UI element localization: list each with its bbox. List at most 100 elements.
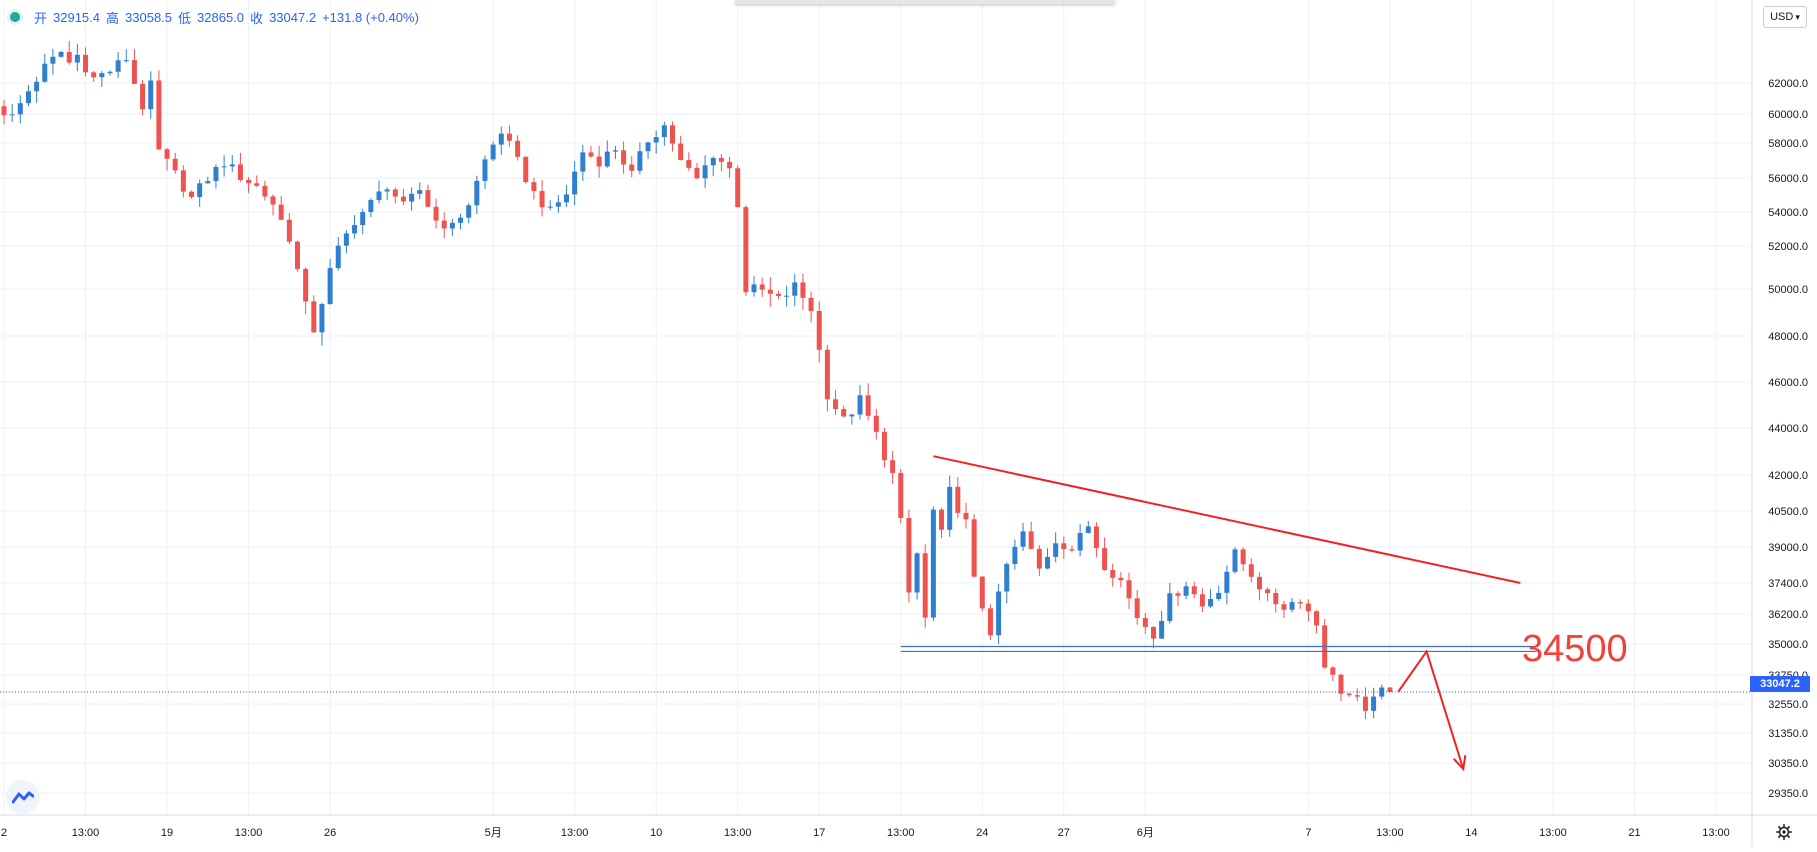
gear-icon[interactable] [1772, 820, 1796, 844]
popup-edge [735, 0, 1115, 4]
candle-body [1102, 548, 1108, 571]
candle-body [1305, 603, 1311, 612]
candle-body [792, 282, 798, 296]
time-tick-label: 19 [161, 827, 173, 839]
candle-body [278, 204, 284, 220]
time-tick-label: 13:00 [561, 827, 589, 839]
time-tick-label: 13:00 [1539, 827, 1567, 839]
candle-body [164, 149, 170, 159]
open-value: 32915.4 [53, 9, 101, 25]
candle-body [1362, 696, 1368, 711]
candle-body [694, 167, 700, 179]
time-tick-label: 17 [813, 827, 825, 839]
candle-body [841, 409, 847, 417]
candle-body [392, 189, 398, 197]
candle-body [17, 103, 23, 115]
candle-body [686, 160, 692, 168]
candle-body [327, 268, 333, 305]
candle-body [42, 63, 48, 82]
price-tick-label: 37400.0 [1768, 578, 1808, 590]
candle-body [466, 205, 472, 218]
candle-body [368, 200, 374, 213]
price-tick-label: 35000.0 [1768, 639, 1808, 651]
price-tick-label: 60000.0 [1768, 109, 1808, 121]
candle-body [947, 486, 953, 530]
candle-body [34, 81, 40, 92]
candle-body [930, 509, 936, 618]
candle-body [221, 166, 227, 168]
candle-body [1, 106, 7, 116]
level-annotation: 34500 [1522, 628, 1628, 670]
candle-body [425, 190, 431, 207]
candle-body [1240, 549, 1246, 565]
price-tick-label: 44000.0 [1768, 423, 1808, 435]
candle-body [1004, 564, 1010, 592]
candle-body [572, 171, 578, 195]
candle-body [1028, 531, 1034, 549]
price-tick-label: 48000.0 [1768, 331, 1808, 343]
candle-body [865, 395, 871, 416]
price-tick-label: 29350.0 [1768, 788, 1808, 800]
candle-body [1061, 543, 1067, 550]
candle-body [1093, 526, 1099, 549]
candle-body [1273, 593, 1279, 605]
candle-body [1281, 604, 1287, 610]
projection-arrowhead [1452, 755, 1467, 772]
candle-body [857, 395, 863, 415]
candle-body [1371, 696, 1377, 711]
candle-body [596, 156, 602, 167]
candle-body [1354, 695, 1360, 697]
candle-body [784, 295, 790, 297]
candle-body [1314, 611, 1320, 626]
candle-body [939, 509, 945, 530]
candle-body [417, 190, 423, 194]
candle-body [604, 151, 610, 167]
candle-body [1110, 570, 1116, 578]
candle-body [441, 220, 447, 229]
candle-body [270, 196, 276, 205]
candle-body [1191, 586, 1197, 595]
time-tick-label: 13:00 [72, 827, 100, 839]
candle-body [458, 217, 464, 223]
candle-body [189, 191, 195, 197]
candle-body [971, 519, 977, 577]
open-label: 开 [34, 10, 48, 26]
candle-body [987, 608, 993, 636]
currency-dropdown[interactable]: USD ▾ [1763, 6, 1807, 28]
candle-body [751, 284, 757, 293]
time-tick-label: 24 [976, 827, 988, 839]
price-tick-label: 46000.0 [1768, 377, 1808, 389]
candle-body [237, 164, 243, 180]
candle-body [449, 222, 455, 229]
current-price-tag: 33047.2 [1750, 676, 1810, 692]
candle-body [376, 191, 382, 201]
candle-body [319, 304, 325, 333]
candle-body [759, 284, 765, 290]
candle-body [539, 191, 545, 208]
price-tick-label: 56000.0 [1768, 173, 1808, 185]
candle-body [588, 152, 594, 157]
time-tick-label: 10 [650, 827, 662, 839]
candle-body [213, 166, 219, 182]
candle-body [1346, 693, 1352, 696]
candle-body [718, 157, 724, 162]
candle-body [9, 114, 15, 116]
time-tick-label: 14 [1465, 827, 1477, 839]
candle-body [979, 576, 985, 609]
candle-body [490, 144, 496, 160]
time-tick-label: 27 [1058, 827, 1070, 839]
candle-body [131, 60, 137, 84]
tradingview-logo-icon[interactable] [6, 780, 40, 814]
candle-body [547, 206, 553, 208]
candle-body [531, 182, 537, 192]
candle-body [1232, 549, 1238, 572]
price-tick-label: 50000.0 [1768, 284, 1808, 296]
high-label: 高 [106, 10, 120, 26]
price-tick-label: 39000.0 [1768, 542, 1808, 554]
time-tick-label: 26 [324, 827, 336, 839]
candle-body [873, 415, 879, 432]
candle-body [1265, 589, 1271, 594]
candle-body [661, 125, 667, 138]
